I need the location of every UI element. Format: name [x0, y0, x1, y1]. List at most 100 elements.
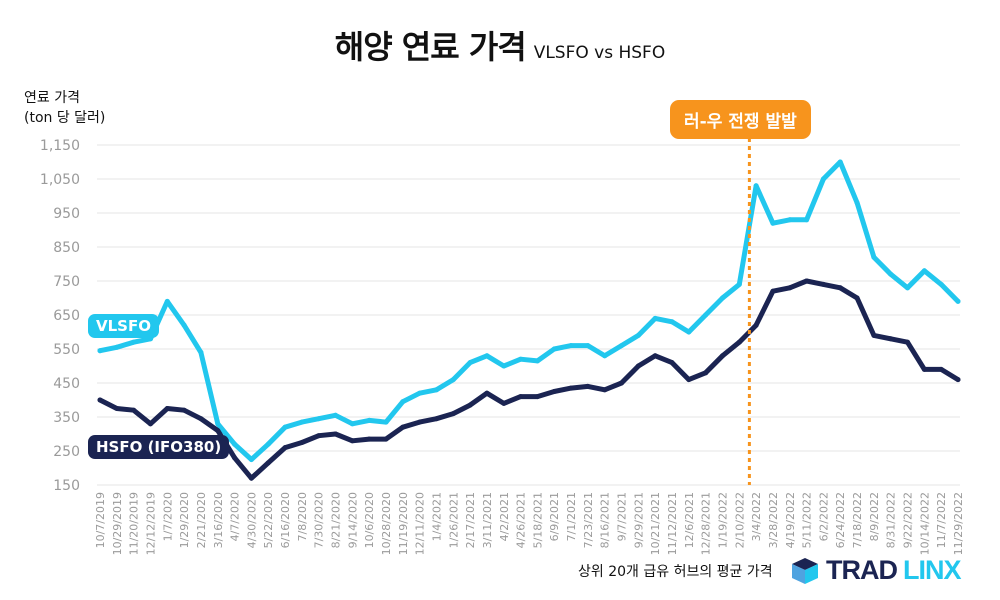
data-point	[349, 438, 355, 444]
data-point	[703, 370, 709, 376]
y-axis-label-line1: 연료 가격	[24, 90, 80, 106]
data-point	[736, 339, 742, 345]
series-line-vlsfo	[97, 159, 961, 462]
data-point	[333, 412, 339, 418]
data-point	[349, 421, 355, 427]
data-point	[820, 281, 826, 287]
data-point	[837, 285, 843, 291]
x-tick-label: 6/24/2022	[834, 492, 847, 548]
legend-hsfo: HSFO (IFO380)	[88, 435, 230, 459]
x-tick-label: 11/12/2021	[666, 492, 679, 555]
data-point	[265, 460, 271, 466]
chart-title: 해양 연료 가격	[334, 28, 527, 66]
y-tick-label: 850	[53, 240, 80, 256]
x-tick-label: 11/20/2019	[128, 492, 141, 555]
data-point	[97, 397, 103, 403]
y-tick-label: 250	[53, 444, 80, 460]
data-point	[366, 436, 372, 442]
x-tick-label: 9/29/2021	[632, 492, 645, 548]
y-axis-label: 연료 가격 (ton 당 달러)	[24, 88, 105, 128]
data-point	[467, 402, 473, 408]
data-point	[551, 389, 557, 394]
x-tick-label: 10/7/2019	[94, 492, 107, 548]
data-point	[736, 281, 742, 287]
x-tick-label: 7/30/2020	[313, 492, 326, 548]
x-tick-label: 2/21/2020	[195, 492, 208, 548]
x-tick-label: 5/22/2020	[262, 492, 275, 548]
data-point	[854, 200, 860, 206]
x-tick-label: 1/4/2021	[430, 492, 443, 541]
data-point	[131, 339, 137, 345]
data-point	[719, 295, 725, 301]
x-tick-label: 1/26/2021	[447, 492, 460, 548]
y-tick-label: 350	[53, 410, 80, 426]
data-point	[888, 336, 894, 342]
x-tick-label: 11/19/2020	[397, 492, 410, 555]
x-tick-label: 11/7/2022	[935, 492, 948, 548]
data-point	[198, 349, 204, 355]
x-tick-label: 1/7/2020	[161, 492, 174, 541]
data-point	[400, 399, 406, 405]
data-point	[585, 383, 591, 389]
data-point	[955, 298, 961, 304]
x-tick-label: 7/18/2022	[851, 492, 864, 548]
data-point	[635, 332, 641, 338]
data-point	[248, 457, 254, 462]
data-point	[316, 416, 322, 422]
y-tick-label: 450	[53, 376, 80, 392]
x-tick-label: 2/10/2022	[733, 492, 746, 548]
x-tick-label: 5/11/2022	[801, 492, 814, 548]
data-point	[366, 417, 372, 423]
data-point	[568, 343, 574, 349]
x-tick-label: 5/18/2021	[531, 492, 544, 548]
x-tick-label: 9/14/2020	[346, 492, 359, 548]
data-point	[501, 400, 507, 406]
data-point	[686, 329, 692, 335]
logo-text-linx: LINX	[903, 555, 962, 585]
data-point	[804, 217, 810, 223]
data-point	[417, 390, 423, 396]
data-point	[164, 406, 170, 411]
y-tick-label: 550	[53, 342, 80, 358]
x-tick-label: 8/21/2020	[330, 492, 343, 548]
x-tick-label: 12/6/2021	[683, 492, 696, 548]
data-point	[787, 217, 793, 223]
x-tick-label: 3/28/2022	[767, 492, 780, 548]
data-point	[804, 278, 810, 284]
data-point	[703, 312, 709, 318]
x-tick-label: 12/12/2019	[144, 492, 157, 555]
data-point	[97, 348, 103, 354]
x-tick-label: 8/16/2021	[599, 492, 612, 548]
y-tick-label: 1,150	[40, 138, 80, 154]
y-tick-label: 1,050	[40, 172, 80, 188]
data-point	[669, 360, 675, 366]
x-tick-label: 7/1/2021	[565, 492, 578, 541]
data-point	[753, 183, 759, 189]
data-point	[602, 353, 608, 359]
tradlinx-logo: TRAD LINX	[790, 555, 962, 586]
x-tick-label: 3/16/2020	[212, 492, 225, 548]
data-point	[719, 353, 725, 359]
data-point	[770, 288, 776, 294]
data-point	[501, 363, 507, 369]
data-point	[921, 268, 927, 274]
x-tick-label: 9/22/2022	[902, 492, 915, 548]
data-point	[652, 353, 658, 359]
data-point	[147, 421, 153, 427]
data-point	[232, 455, 238, 461]
data-point	[467, 360, 473, 366]
data-point	[652, 315, 658, 321]
x-tick-label: 12/28/2021	[700, 492, 713, 555]
data-point	[619, 343, 625, 349]
data-point	[854, 295, 860, 301]
data-point	[770, 220, 776, 226]
x-tick-label: 6/16/2020	[279, 492, 292, 548]
x-tick-label: 10/14/2022	[918, 492, 931, 555]
x-tick-label: 10/29/2019	[111, 492, 124, 555]
x-tick-label: 4/26/2021	[515, 492, 528, 548]
data-point	[248, 475, 254, 481]
data-point	[131, 407, 137, 413]
data-point	[837, 159, 843, 165]
x-tick-label: 4/7/2020	[229, 492, 242, 541]
x-tick-label: 8/9/2022	[868, 492, 881, 541]
